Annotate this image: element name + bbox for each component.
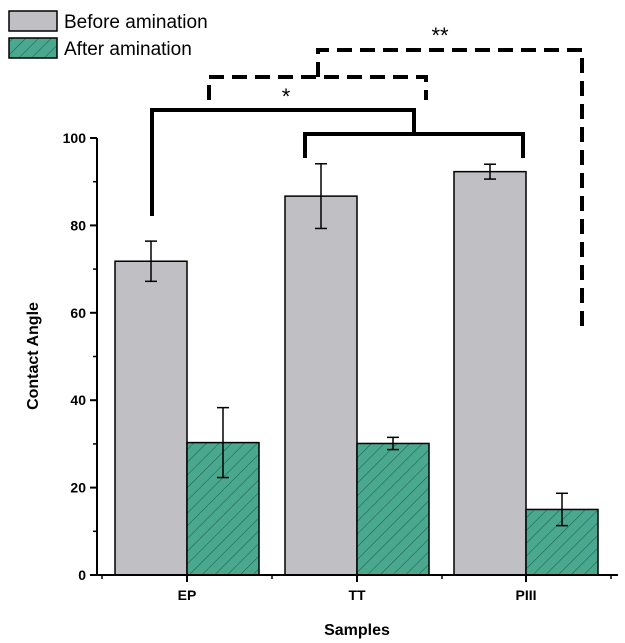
legend: Before amination After amination (8, 10, 208, 60)
y-ticks: 0 20 40 60 80 100 (63, 130, 97, 583)
x-tick-label-piii: PIII (515, 587, 536, 603)
legend-label-before: Before amination (64, 12, 208, 33)
y-tick-label: 40 (70, 392, 86, 408)
x-tick-label-tt: TT (348, 587, 366, 603)
y-tick-label: 20 (70, 480, 86, 496)
x-tick-label-ep: EP (178, 587, 197, 603)
error-bar-tt-after (387, 436, 399, 451)
y-tick-label: 80 (70, 217, 86, 233)
bar-tt-after (356, 442, 430, 576)
error-bars-layer (145, 163, 568, 527)
bar-tt-before (284, 195, 358, 576)
significance-label-double: ** (431, 23, 449, 48)
axes: 0 20 40 60 80 100 EP TT PIII (63, 130, 618, 603)
x-ticks: EP TT PIII (101, 575, 612, 603)
y-tick-label: 60 (70, 305, 86, 321)
legend-swatch-before (8, 10, 58, 32)
significance-annotations: * ** (150, 23, 584, 332)
error-bar-tt-before (315, 163, 327, 230)
error-bar-piii-before (484, 163, 496, 180)
bar-ep-before (114, 260, 188, 576)
error-bar-piii-after (556, 492, 568, 527)
bar-piii-before (453, 170, 527, 576)
bars-layer (114, 170, 599, 576)
significance-bracket-solid-upper (150, 108, 416, 216)
legend-label-after: After amination (64, 39, 192, 60)
significance-label-single: * (282, 84, 291, 109)
significance-bracket-dashed-double (316, 48, 584, 332)
y-axis-title: Contact Angle (25, 302, 42, 410)
x-axis-title: Samples (324, 622, 390, 639)
legend-swatch-after (8, 37, 58, 59)
significance-bracket-dashed-single (207, 75, 428, 100)
y-tick-label: 100 (63, 130, 87, 146)
error-bar-ep-after (217, 406, 229, 479)
significance-bracket-solid-lower (303, 132, 525, 158)
error-bar-ep-before (145, 240, 157, 283)
y-tick-label: 0 (78, 567, 86, 583)
